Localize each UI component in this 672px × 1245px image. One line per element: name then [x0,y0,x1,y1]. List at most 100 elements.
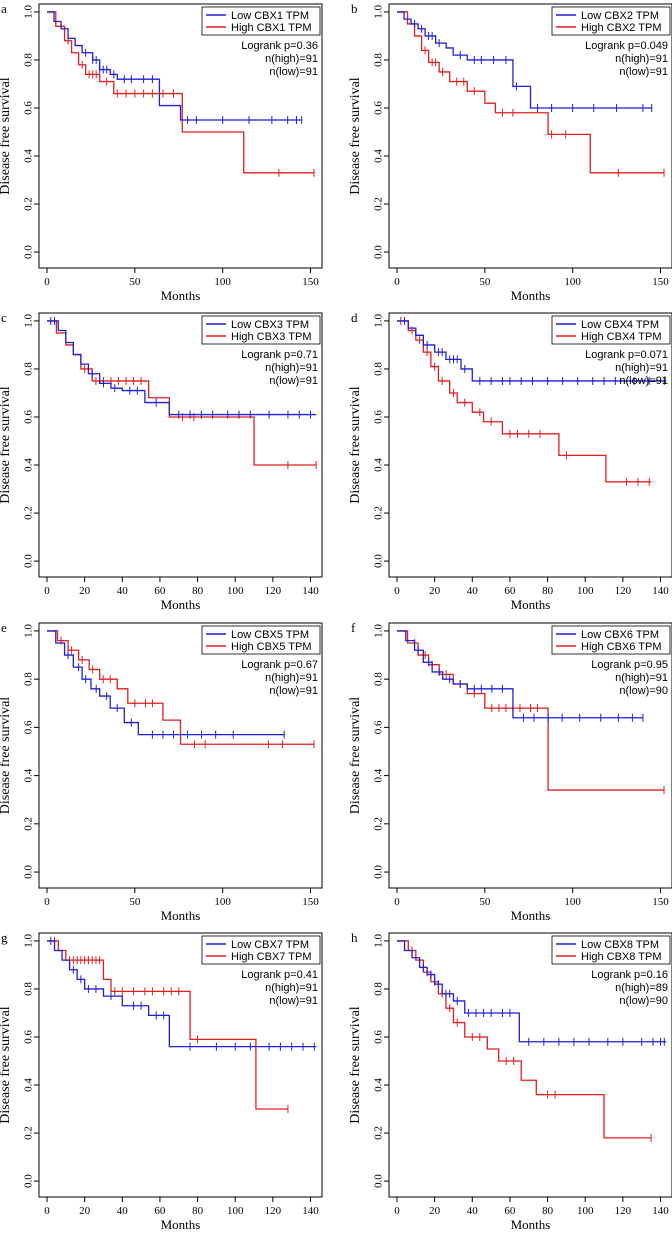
y-tick-label: 1.0 [23,5,35,19]
legend-entry-high: High CBX6 TPM [581,641,662,653]
km-curve-low [397,11,652,109]
km-curve-low [397,630,643,719]
legend-entry-high: High CBX4 TPM [581,331,662,343]
x-tick-label: 40 [467,585,479,597]
sample-count: n(high)=91 [615,53,668,65]
x-axis-label: Months [161,597,201,612]
panel-label: h [351,930,358,945]
x-tick-label: 140 [302,585,319,597]
y-tick-label: 1.0 [373,5,385,19]
x-tick-label: 100 [564,896,581,908]
x-tick-label: 150 [652,276,669,288]
y-axis-label: Disease free survival [348,386,363,504]
km-curve-low [47,630,285,736]
km-curve-low [397,940,667,1043]
x-tick-label: 0 [44,896,50,908]
panel-label: g [1,930,8,945]
x-tick-label: 120 [615,585,632,597]
legend-entry-low: Low CBX1 TPM [231,10,309,22]
x-axis-label: Months [511,288,551,303]
y-tick-label: 0.4 [23,458,35,472]
y-tick-label: 1.0 [373,624,385,638]
y-tick-label: 0.0 [23,245,35,259]
sample-count: n(low)=91 [619,375,668,387]
km-curve-low [47,940,317,1048]
y-tick-label: 1.0 [23,624,35,638]
legend-entry-low: Low CBX4 TPM [581,319,659,331]
logrank-pvalue: Logrank p=0.071 [585,349,668,361]
legend-entry-low: Low CBX7 TPM [231,939,309,951]
y-tick-label: 0.0 [373,1174,385,1188]
y-tick-label: 0.2 [23,197,35,211]
legend-box [551,935,671,965]
y-tick-label: 0.6 [23,1030,35,1044]
y-tick-label: 0.8 [23,362,35,376]
x-tick-label: 140 [652,1205,669,1217]
y-tick-label: 0.0 [23,1174,35,1188]
legend-entry-high: High CBX5 TPM [231,641,312,653]
x-tick-label: 50 [129,276,141,288]
x-tick-label: 20 [79,585,91,597]
y-tick-label: 0.6 [23,720,35,734]
sample-count: n(low)=91 [269,66,318,78]
legend-entry-high: High CBX7 TPM [231,951,312,963]
km-curve-high [47,630,315,745]
plot-frame [38,622,323,889]
x-tick-label: 100 [577,1205,594,1217]
x-axis-label: Months [511,908,551,923]
y-tick-label: 0.8 [373,362,385,376]
y-tick-label: 0.0 [23,554,35,568]
x-tick-label: 20 [429,585,441,597]
plot-frame [388,312,672,578]
logrank-pvalue: Logrank p=0.67 [241,659,318,671]
panel-label: d [351,310,358,325]
x-tick-label: 40 [467,1205,479,1217]
x-tick-label: 80 [192,1205,204,1217]
logrank-pvalue: Logrank p=0.95 [591,659,668,671]
y-tick-label: 0.4 [373,768,385,782]
x-tick-label: 120 [615,1205,632,1217]
panel-label: b [351,1,358,16]
y-tick-label: 0.0 [373,554,385,568]
y-tick-label: 0.8 [23,982,35,996]
y-tick-label: 0.6 [23,410,35,424]
x-tick-label: 0 [394,276,400,288]
y-tick-label: 0.4 [373,458,385,472]
panel-label: f [351,620,356,635]
y-tick-label: 1.0 [373,934,385,948]
x-tick-label: 40 [117,585,129,597]
x-tick-label: 100 [227,585,244,597]
legend-entry-low: Low CBX8 TPM [581,939,659,951]
legend-box [201,625,321,655]
sample-count: n(high)=91 [615,362,668,374]
x-tick-label: 0 [44,276,50,288]
legend-entry-high: High CBX3 TPM [231,331,312,343]
legend-box [551,625,671,655]
legend-entry-high: High CBX1 TPM [231,22,312,34]
y-tick-label: 0.2 [373,1126,385,1140]
x-tick-label: 50 [479,276,491,288]
x-tick-label: 150 [302,276,319,288]
x-tick-label: 140 [652,585,669,597]
y-tick-label: 0.8 [373,672,385,686]
km-curve-high [47,320,317,466]
logrank-pvalue: Logrank p=0.16 [591,969,668,981]
x-axis-label: Months [511,1217,551,1232]
legend-entry-high: High CBX8 TPM [581,951,662,963]
y-axis-label: Disease free survival [0,386,13,504]
y-tick-label: 0.2 [23,1126,35,1140]
plot-frame [38,3,323,269]
y-tick-label: 0.2 [373,197,385,211]
panel-label: c [1,310,7,325]
x-tick-label: 80 [192,585,204,597]
x-tick-label: 0 [394,896,400,908]
x-tick-label: 140 [302,1205,319,1217]
sample-count: n(high)=91 [265,362,318,374]
x-tick-label: 60 [154,585,166,597]
sample-count: n(low)=91 [619,66,668,78]
x-tick-label: 100 [564,276,581,288]
sample-count: n(low)=91 [269,685,318,697]
x-tick-label: 60 [504,1205,516,1217]
panel-g: g 0.0 0.2 0.4 0.6 0.8 1.0 0 20 40 60 80 100 120 140 Mon… [0,930,323,1232]
